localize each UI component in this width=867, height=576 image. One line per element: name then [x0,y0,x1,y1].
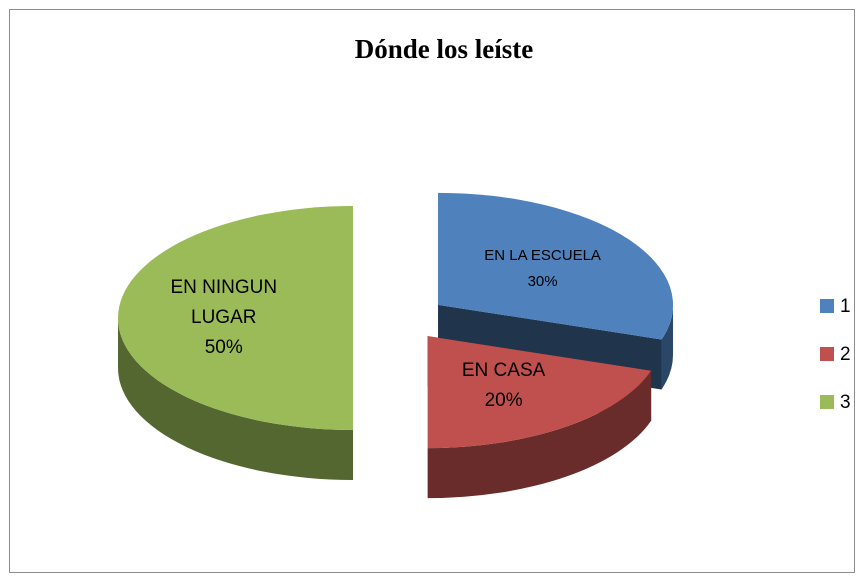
slice-label: EN CASA 20% [429,356,579,416]
slice-wall [118,318,353,480]
slice-label: EN NINGUN LUGAR 50% [149,273,299,363]
slice-name: EN CASA [461,359,546,381]
legend-label: 1 [840,296,851,317]
chart-frame [9,9,855,573]
chart-title: Dónde los leíste [355,34,534,64]
slice-name: EN NINGUN LUGAR [170,277,278,328]
legend-label: 3 [840,392,851,413]
slice-name: EN LA ESCUELA [484,246,601,264]
value-label: 30% [527,272,558,290]
legend-swatch [820,347,834,361]
slice-wall [427,370,652,499]
value-label: 50% [204,337,243,358]
slice [118,206,353,480]
slice-label: EN LA ESCUELA 30% [468,243,618,295]
legend-swatch [820,395,834,409]
slice-top [427,336,652,449]
value-label: 20% [484,389,523,411]
legend-swatch [820,299,834,313]
slice-top [438,192,674,340]
slice-wall [661,304,674,390]
legend-label: 2 [840,344,851,365]
slice [427,336,652,499]
slice-top [118,206,353,430]
